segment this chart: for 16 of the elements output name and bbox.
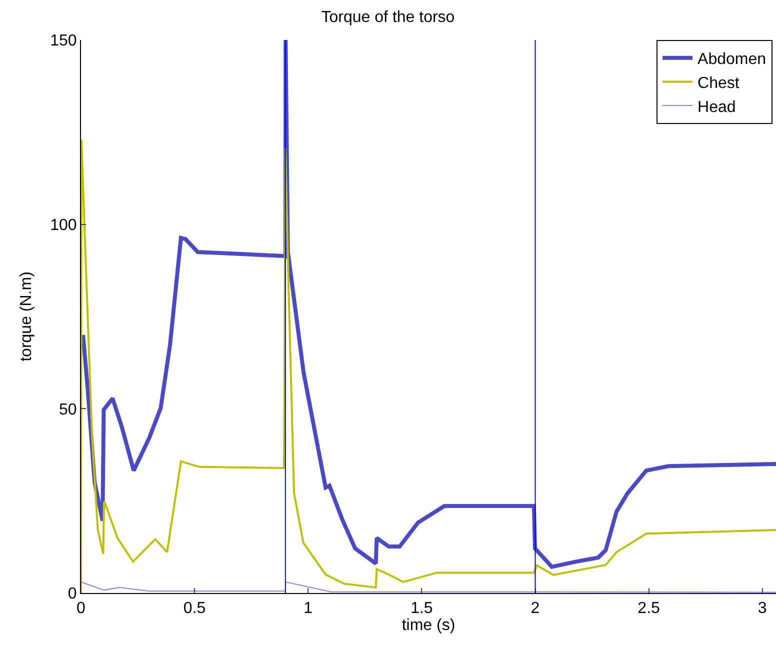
y-tick-label: 50	[59, 401, 77, 418]
x-tick-label: 1	[304, 600, 313, 618]
x-tick-label: 3	[758, 600, 767, 618]
y-tick-label: 150	[50, 32, 77, 50]
legend-label: Head	[698, 98, 736, 116]
y-axis-title: torque (N.m)	[18, 272, 35, 362]
x-axis-title: time (s)	[402, 617, 456, 634]
y-tick-label: 0	[68, 586, 77, 603]
chart-title: Torque of the torso	[321, 8, 455, 26]
x-tick-label: 2.5	[638, 600, 660, 618]
legend-label: Chest	[698, 74, 740, 92]
x-tick-label: 1.5	[410, 600, 433, 618]
y-tick-label: 100	[50, 216, 77, 234]
x-tick-label: 0.5	[183, 600, 206, 618]
x-tick-label: 2	[530, 600, 540, 618]
legend-label: Abdomen	[698, 51, 766, 68]
